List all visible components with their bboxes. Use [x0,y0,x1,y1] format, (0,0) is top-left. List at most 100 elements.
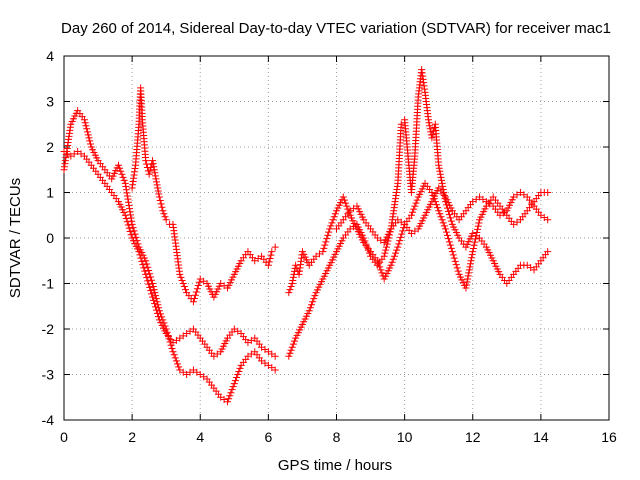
y-tick-labels: -4 -3 -2 -1 0 1 2 3 4 [42,48,55,428]
data-point [80,116,88,124]
data-point [436,170,444,178]
data-point [146,167,154,175]
data-point [230,380,238,388]
data-point [144,277,152,285]
data-point [86,140,94,148]
data-point [154,313,162,321]
data-point [475,219,483,227]
data-point [224,398,231,406]
data-point [382,246,390,254]
data-point [286,286,294,294]
data-point [229,383,237,391]
data-point [439,219,447,227]
data-point [435,164,443,172]
data-point [195,278,203,286]
data-point [169,348,177,356]
series-trace-e [285,66,552,360]
data-point [381,249,389,257]
data-point [329,216,337,224]
data-point [449,251,457,259]
data-point [125,224,133,232]
data-point [380,252,388,260]
data-point [440,222,448,230]
data-point [119,173,127,181]
data-point [392,249,400,257]
data-point [124,195,132,203]
data-point [469,248,477,256]
data-point [435,161,443,169]
data-point [168,345,176,352]
data-point [123,218,131,226]
data-point [375,260,383,268]
data-point [155,193,163,201]
data-point [436,210,444,218]
data-point [179,280,187,287]
data-point [311,292,319,300]
series-trace-b [60,148,279,360]
data-point [438,176,446,184]
data-point [82,122,90,130]
data-point [158,203,166,211]
data-point [149,157,157,165]
data-point [115,161,122,169]
data-point [447,217,455,225]
x-tick-label: 4 [196,429,204,445]
data-point [395,240,403,248]
data-point [149,280,157,287]
data-point [151,300,159,308]
data-point [138,257,146,265]
data-point [396,237,404,245]
data-point [339,193,347,201]
data-point [121,211,129,219]
data-point [83,128,91,136]
data-point [342,199,350,207]
data-point [172,357,180,365]
data-point [345,208,353,216]
data-point [378,269,386,277]
data-point [116,164,124,172]
data-point [390,252,398,260]
data-point [145,267,153,274]
y-tick-label: 0 [46,230,54,246]
x-tick-label: 16 [601,429,617,445]
data-point [445,211,453,219]
data-point [544,248,552,256]
data-point [464,275,472,283]
data-point [426,122,434,130]
data-point [146,270,154,278]
data-point [424,116,432,124]
data-point [160,210,168,218]
data-point [268,248,276,256]
data-point [151,172,159,180]
data-point [463,278,471,286]
data-point [147,287,155,295]
data-point [142,270,150,278]
data-point [388,258,396,266]
data-point [225,395,233,403]
data-point [409,208,417,216]
data-point [364,246,372,254]
data-point [327,222,335,230]
x-tick-labels: 0 2 4 6 8 10 12 14 16 [60,429,617,445]
data-point [321,241,329,249]
data-point [126,228,134,235]
data-point [289,273,297,281]
data-point [446,214,454,222]
data-point [135,248,143,256]
data-point [432,201,440,209]
data-point [398,230,406,238]
data-point [411,202,419,210]
data-point [117,167,125,175]
data-point [450,254,458,262]
data-point [466,263,474,271]
data-point [175,363,183,371]
data-point [118,170,126,178]
data-point [146,283,154,291]
data-point [226,392,234,400]
data-point [83,125,91,133]
data-point [309,298,317,306]
data-point [144,263,152,271]
data-point [328,219,336,227]
data-point [81,119,89,127]
